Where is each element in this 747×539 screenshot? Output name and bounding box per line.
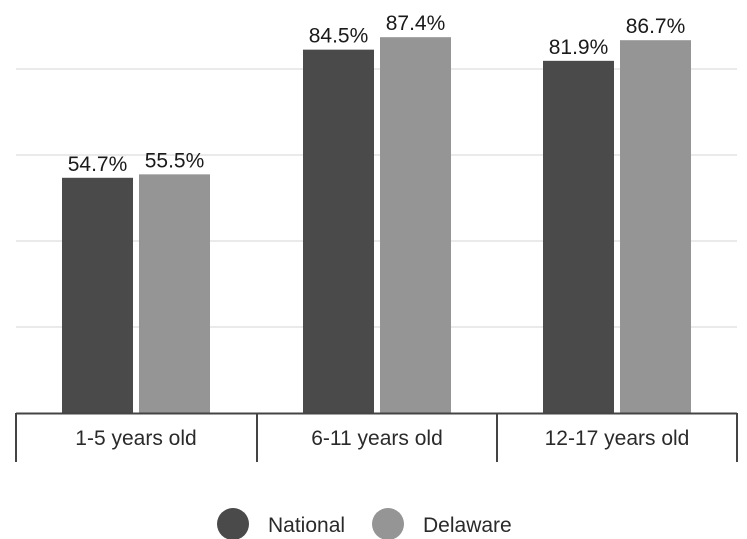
data-label-national-2: 84.5% [309,25,369,48]
data-label-delaware-1: 55.5% [145,149,205,172]
x-tick-label-1: 1-5 years old [75,427,196,450]
data-labels: 54.7% 55.5% 84.5% 87.4% 81.9% 86.7% [68,12,686,176]
legend: National Delaware [217,508,512,539]
data-label-delaware-2: 87.4% [386,12,446,35]
legend-swatch-national [217,508,249,539]
data-label-national-1: 54.7% [68,153,128,176]
bar-national-2 [303,49,374,414]
bars [62,37,691,414]
gridlines [16,68,737,328]
x-tick-label-2: 6-11 years old [311,427,443,450]
bar-delaware-1 [139,174,210,413]
bar-national-1 [62,177,133,413]
legend-swatch-delaware [372,508,404,539]
legend-label-delaware: Delaware [423,514,512,537]
data-label-national-3: 81.9% [549,36,609,59]
bar-delaware-2 [380,37,451,414]
bar-national-3 [543,60,614,414]
legend-label-national: National [268,514,345,537]
x-axis: 1-5 years old 6-11 years old 12-17 years o… [15,412,738,462]
bar-delaware-3 [620,40,691,413]
x-tick-label-3: 12-17 years old [545,427,690,450]
data-label-delaware-3: 86.7% [626,15,686,38]
